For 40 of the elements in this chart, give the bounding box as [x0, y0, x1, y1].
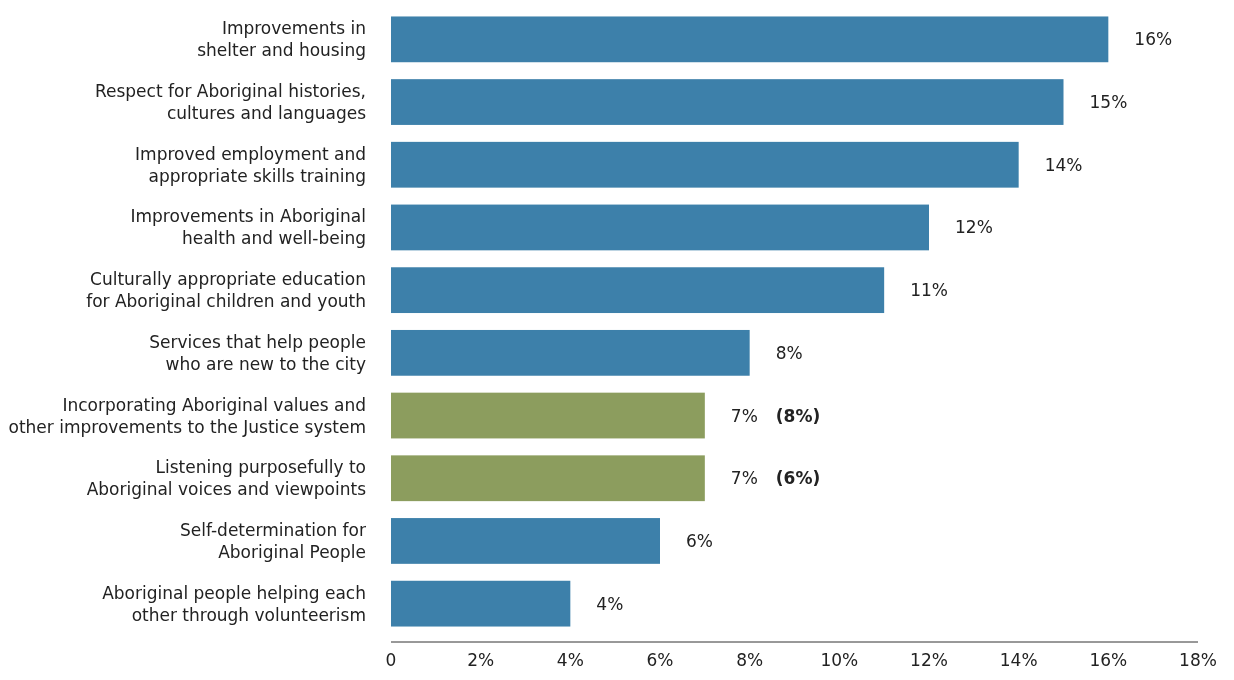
x-tick-label: 10%	[820, 650, 859, 670]
y-tick-label: Improvements in shelter and housing	[197, 18, 366, 61]
data-label: 12%	[955, 217, 993, 238]
data-label: 7% (8%)	[730, 405, 821, 426]
x-tick-label: 12%	[910, 650, 948, 670]
data-label: 11%	[910, 280, 948, 301]
data-label: 7% (6%)	[730, 468, 821, 489]
bar	[391, 141, 1019, 188]
bar	[391, 392, 705, 439]
x-tick-label: 18%	[1179, 650, 1217, 670]
y-tick-label: Listening purposefully to Aboriginal voices and viewpoints	[86, 457, 367, 500]
bar	[391, 518, 660, 564]
y-tick-label: Improved employment and appropriate skills training	[135, 143, 366, 186]
x-tick-label: 16%	[1089, 650, 1128, 670]
y-tick-label: Self-determination for Aboriginal People	[179, 519, 367, 562]
bar	[391, 329, 750, 376]
bar	[391, 455, 705, 502]
bar	[391, 267, 885, 314]
y-tick-label: Aboriginal people helping each other through volunteerism	[102, 582, 366, 625]
x-tick-label: 4%	[556, 650, 584, 670]
bar	[391, 580, 571, 627]
x-tick-label: 0	[385, 650, 397, 670]
y-tick-label: Culturally appropriate education for Aboriginal children and youth	[86, 269, 366, 312]
data-label: 15%	[1089, 92, 1128, 112]
data-label: 6%	[686, 530, 713, 551]
data-label: 16%	[1134, 29, 1173, 50]
y-tick-label: Services that help people who are new to the city	[149, 331, 366, 374]
data-label: 8%	[775, 342, 803, 363]
x-tick-label: 8%	[736, 650, 764, 670]
data-label: 4%	[596, 593, 624, 614]
bar	[391, 16, 1109, 63]
x-tick-label: 14%	[999, 650, 1038, 670]
bar	[391, 204, 929, 251]
data-label: 14%	[1044, 154, 1083, 175]
y-tick-label: Improvements in Aboriginal health and well-being	[130, 206, 366, 249]
x-tick-label: 2%	[467, 650, 495, 670]
y-tick-label: Incorporating Aboriginal values and other improvements to the Justice system	[8, 394, 366, 437]
bar	[391, 79, 1064, 125]
y-tick-label: Respect for Aboriginal histories, cultures and languages	[94, 81, 367, 123]
x-tick-label: 6%	[646, 650, 674, 670]
